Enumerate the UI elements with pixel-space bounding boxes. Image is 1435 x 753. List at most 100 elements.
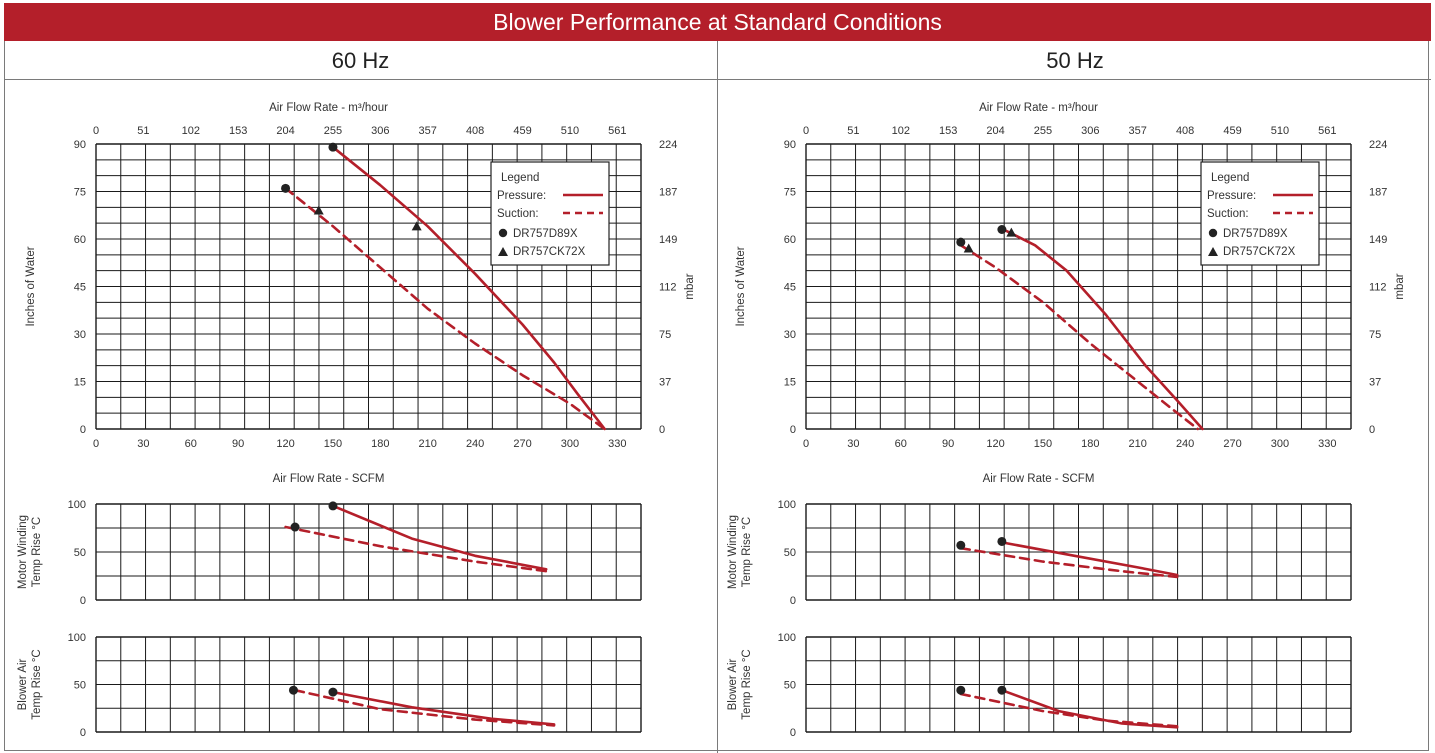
- panel-title-50hz: 50 Hz: [1046, 48, 1104, 73]
- suction-curve: [284, 187, 607, 431]
- y-axis-label: Temp Rise °C: [31, 649, 43, 719]
- y-tick-label: 50: [784, 547, 796, 559]
- y-tick-label: 75: [784, 187, 796, 199]
- right-tick-label: 149: [1369, 234, 1387, 246]
- y-tick-label: 60: [74, 234, 86, 246]
- y-tick-label: 60: [784, 234, 796, 246]
- top-tick-label: 255: [1034, 125, 1052, 137]
- x-tick-label: 270: [513, 438, 531, 450]
- pressure-curve: [1000, 541, 1179, 577]
- y-tick-label: 90: [74, 139, 86, 151]
- legend-pressure-label: Pressure:: [497, 190, 546, 202]
- circle-marker-icon: [498, 228, 508, 238]
- triangle-marker: [411, 221, 422, 231]
- top-tick-label: 306: [371, 125, 389, 137]
- triangle-marker-icon: [498, 247, 508, 256]
- x-tick-label: 300: [1271, 438, 1289, 450]
- top-tick-label: 255: [324, 125, 342, 137]
- panel-title-60hz: 60 Hz: [331, 48, 390, 73]
- right-tick-label: 75: [1369, 329, 1381, 341]
- top-tick-label: 102: [182, 125, 200, 137]
- top-tick-label: 51: [847, 125, 859, 137]
- x-tick-label: 30: [137, 438, 149, 450]
- top-tick-label: 0: [93, 125, 99, 137]
- table-frame: [4, 41, 1429, 751]
- top-tick-label: 510: [1271, 125, 1289, 137]
- top-tick-label: 561: [1318, 125, 1336, 137]
- top-tick-label: 357: [419, 125, 437, 137]
- x-tick-label: 270: [1223, 438, 1241, 450]
- y-axis-label: Temp Rise °C: [741, 649, 753, 719]
- pressure-curve: [331, 145, 607, 431]
- suction-curve: [293, 688, 556, 727]
- right-tick-label: 0: [1369, 424, 1375, 436]
- pressure-curve: [1002, 228, 1204, 431]
- y-axis-label: Temp Rise °C: [741, 517, 753, 587]
- y-tick-label: 100: [68, 632, 86, 644]
- y-tick-label: 15: [784, 377, 796, 389]
- top-tick-label: 408: [1176, 125, 1194, 137]
- y-axis-label: Motor Winding: [17, 515, 29, 589]
- x-tick-label: 60: [185, 438, 197, 450]
- pressure-curve: [331, 504, 548, 571]
- y-axis-label: Blower Air: [727, 658, 739, 710]
- right-tick-label: 112: [659, 282, 677, 294]
- top-tick-label: 102: [892, 125, 910, 137]
- y-axis-label: Motor Winding: [727, 515, 739, 589]
- y-tick-label: 100: [68, 499, 86, 511]
- circle-marker: [997, 225, 1007, 234]
- top-tick-label: 0: [803, 125, 809, 137]
- x-tick-label: 120: [276, 438, 294, 450]
- x-tick-label: 0: [93, 438, 99, 450]
- top-tick-label: 408: [466, 125, 484, 137]
- y-tick-label: 75: [74, 187, 86, 199]
- top-tick-label: 459: [1223, 125, 1241, 137]
- x-axis-label: Air Flow Rate - SCFM: [983, 473, 1095, 485]
- x-tick-label: 30: [847, 438, 859, 450]
- y-tick-label: 0: [790, 595, 796, 607]
- x-tick-label: 300: [561, 438, 579, 450]
- x-tick-label: 240: [466, 438, 484, 450]
- suction-curve: [959, 692, 1179, 728]
- y-tick-label: 0: [80, 595, 86, 607]
- legend-title: Legend: [1211, 172, 1249, 184]
- right-tick-label: 224: [1369, 139, 1387, 151]
- y-axis-label: Temp Rise °C: [31, 517, 43, 587]
- top-tick-label: 204: [986, 125, 1004, 137]
- x-tick-label: 210: [1129, 438, 1147, 450]
- top-tick-label: 51: [137, 125, 149, 137]
- x-axis-label: Air Flow Rate - SCFM: [273, 473, 385, 485]
- top-tick-label: 306: [1081, 125, 1099, 137]
- right-tick-label: 112: [1369, 282, 1387, 294]
- x-tick-label: 150: [1034, 438, 1052, 450]
- circle-marker: [290, 522, 300, 532]
- circle-marker: [328, 142, 338, 152]
- y-tick-label: 0: [80, 727, 86, 739]
- right-tick-label: 149: [659, 234, 677, 246]
- x-tick-label: 330: [1318, 438, 1336, 450]
- right-axis-label: mbar: [684, 273, 696, 299]
- pressure-curve: [1000, 688, 1179, 729]
- top-tick-label: 204: [276, 125, 294, 137]
- y-tick-label: 50: [784, 680, 796, 692]
- circle-marker: [956, 540, 966, 550]
- x-tick-label: 0: [803, 438, 809, 450]
- x-tick-label: 90: [232, 438, 244, 450]
- legend-model-triangle: DR757CK72X: [513, 246, 586, 258]
- circle-marker: [328, 687, 338, 697]
- circle-marker-icon: [1208, 228, 1218, 238]
- top-tick-label: 357: [1129, 125, 1147, 137]
- triangle-marker-icon: [1208, 247, 1218, 256]
- y-tick-label: 50: [74, 680, 86, 692]
- x-tick-label: 180: [1081, 438, 1099, 450]
- y-tick-label: 90: [784, 139, 796, 151]
- y-tick-label: 45: [74, 282, 86, 294]
- circle-marker: [328, 501, 338, 511]
- suction-curve: [959, 244, 1200, 431]
- legend-suction-label: Suction:: [497, 208, 539, 220]
- top-tick-label: 153: [229, 125, 247, 137]
- circle-marker: [288, 685, 298, 695]
- legend-pressure-label: Pressure:: [1207, 190, 1256, 202]
- right-tick-label: 187: [1369, 187, 1387, 199]
